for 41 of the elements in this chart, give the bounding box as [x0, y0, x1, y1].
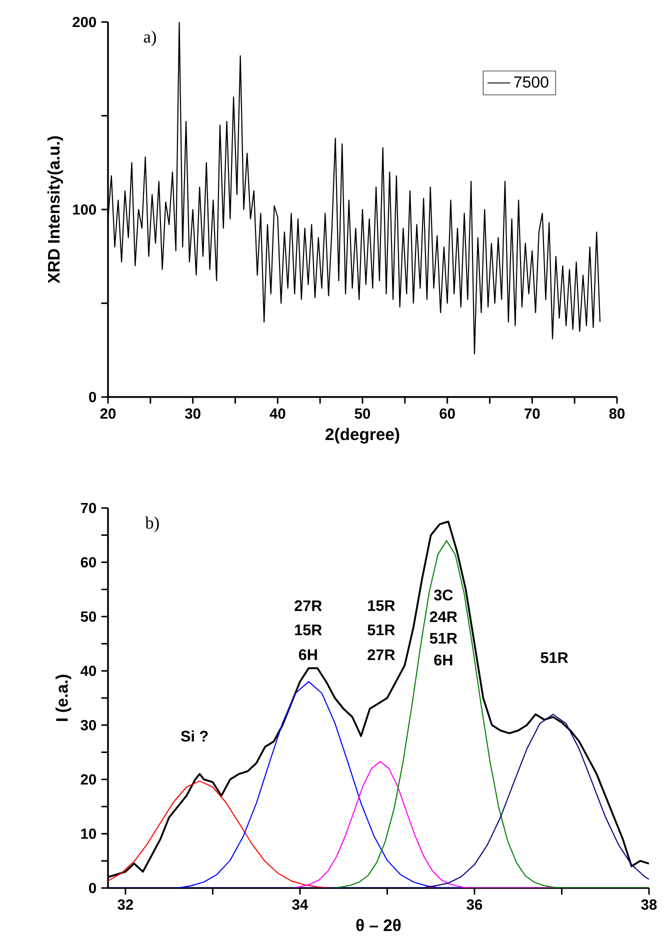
y-tick-label: 40 — [80, 666, 96, 676]
x-tick-label: 32 — [118, 899, 134, 910]
y-tick-label: 0 — [89, 392, 96, 402]
x-tick-label: 36 — [466, 899, 482, 910]
y-tick-label: 200 — [72, 16, 96, 28]
annotation: 15R — [295, 624, 322, 636]
x-tick-label: 20 — [100, 408, 116, 419]
y-tick-label: 60 — [80, 557, 96, 568]
x-axis-title: 2(degree) — [326, 428, 400, 444]
x-tick-label: 70 — [524, 408, 540, 419]
y-tick-label: 10 — [81, 828, 96, 839]
annotation: Si ? — [180, 730, 208, 742]
x-tick-label: 34 — [292, 899, 308, 910]
x-tick-label: 50 — [354, 408, 370, 419]
x-tick-label: 40 — [270, 408, 286, 419]
legend-label: 7500 — [514, 76, 548, 88]
annotation: a) — [144, 30, 156, 46]
y-tick-label: 20 — [80, 774, 96, 785]
x-tick-label: 60 — [440, 408, 455, 419]
annotation: 3C — [434, 590, 453, 600]
x-tick-label: 80 — [609, 408, 625, 419]
annotation: b) — [145, 516, 159, 532]
annotation: 51R — [430, 633, 458, 644]
annotation: 6H — [434, 654, 452, 666]
y-tick-label: 30 — [80, 720, 96, 730]
y-tick-label: 50 — [80, 611, 96, 622]
annotation: 27R — [368, 649, 395, 660]
x-tick-label: 38 — [641, 899, 657, 910]
annotation: 51R — [368, 624, 395, 636]
annotation: 15R — [368, 600, 395, 612]
y-tick-label: 0 — [89, 882, 96, 894]
annotation: 51R — [540, 652, 568, 664]
annotation: 27R — [294, 600, 322, 612]
y-axis-title: I (e.a.) — [56, 674, 72, 721]
y-tick-label: 100 — [73, 204, 96, 215]
x-axis-title: θ – 2θ — [356, 918, 401, 932]
y-tick-label: 70 — [80, 502, 96, 514]
annotation: 24R — [430, 611, 458, 622]
y-axis-title: XRD Intensity(a.u.) — [47, 136, 63, 284]
x-tick-label: 30 — [185, 408, 200, 419]
annotation: 6H — [298, 649, 317, 660]
